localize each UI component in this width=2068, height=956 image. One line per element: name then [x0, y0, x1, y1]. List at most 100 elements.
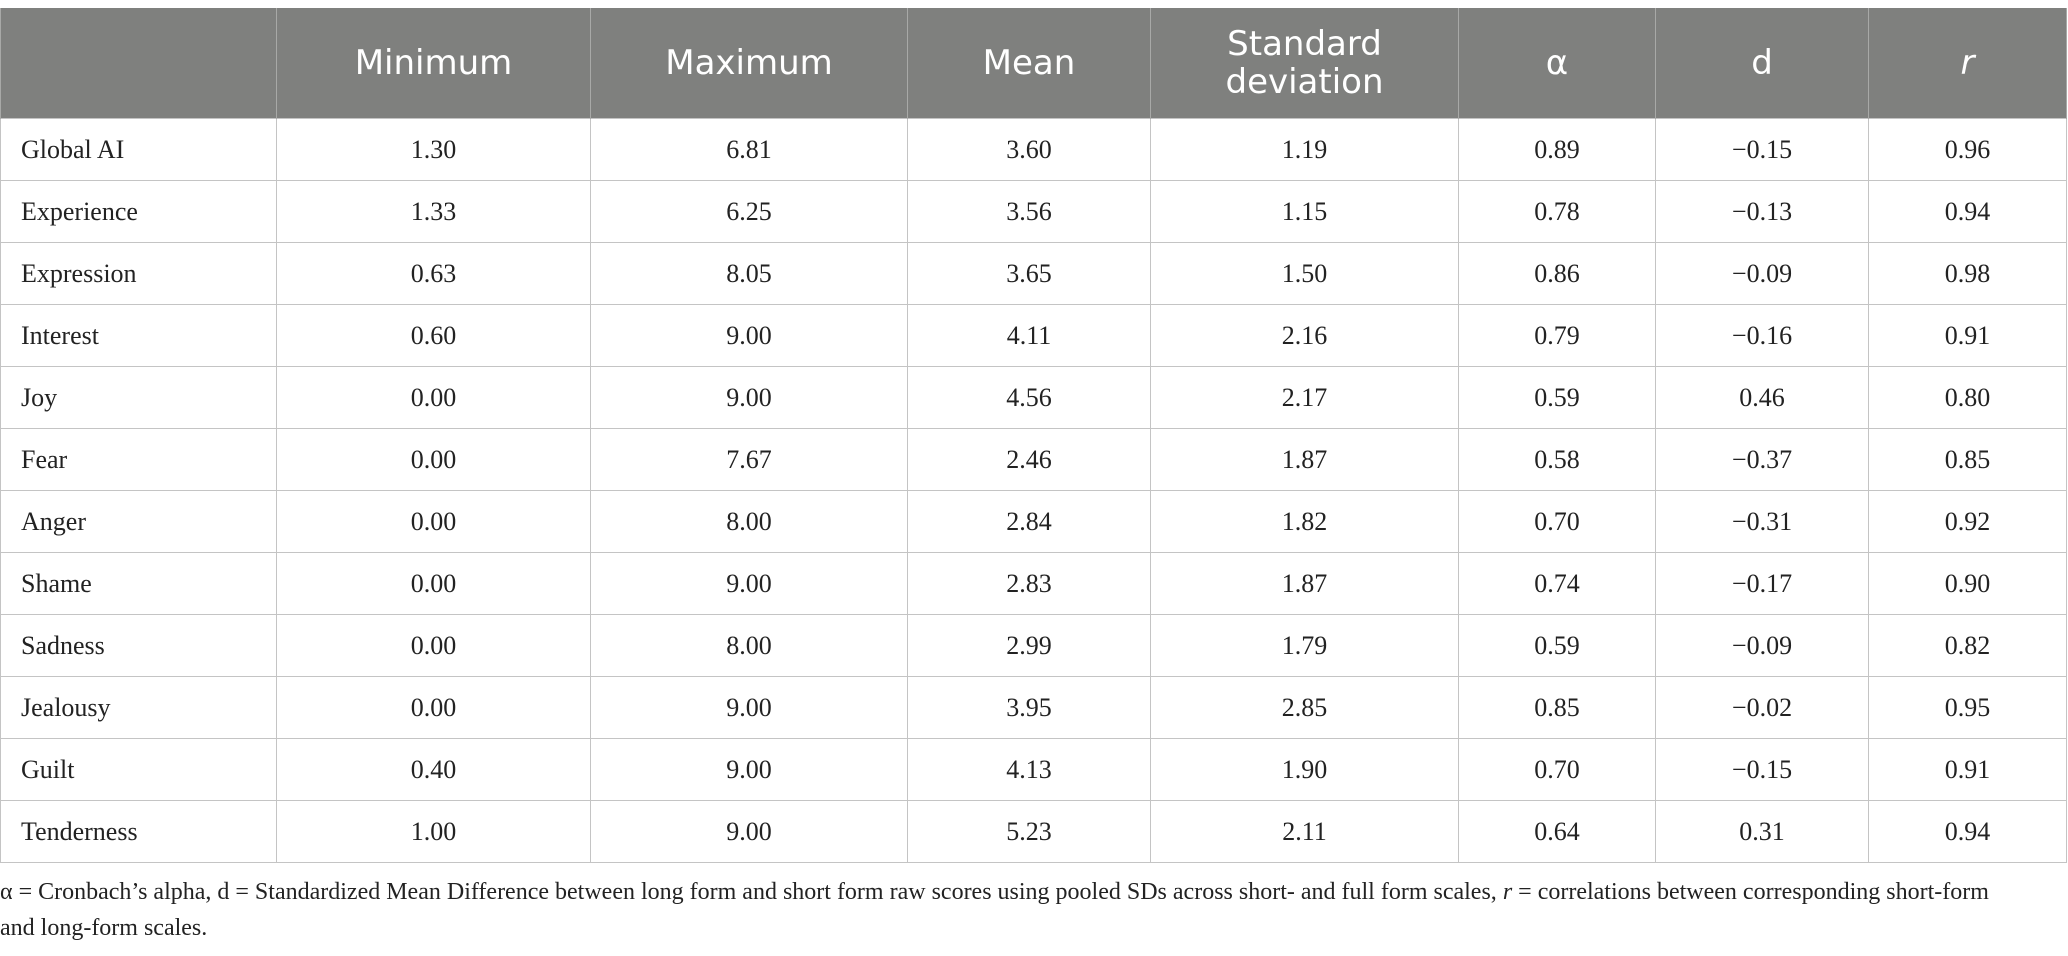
row-label: Expression	[0, 242, 277, 305]
header-cell-standard-deviation: Standard deviation	[1150, 8, 1459, 119]
table-cell: 0.82	[1868, 614, 2067, 677]
table-cell: 4.56	[907, 366, 1151, 429]
row-label: Anger	[0, 490, 277, 553]
table-cell: 9.00	[590, 800, 908, 863]
table-cell: 0.98	[1868, 242, 2067, 305]
table-cell: 0.58	[1458, 428, 1656, 491]
table-cell: 9.00	[590, 552, 908, 615]
table-cell: 9.00	[590, 676, 908, 739]
row-label: Interest	[0, 304, 277, 367]
table-cell: 0.95	[1868, 676, 2067, 739]
table-cell: 0.46	[1655, 366, 1869, 429]
table-row: Interest 0.60 9.00 4.11 2.16 0.79 −0.16 0.91	[0, 304, 2067, 367]
table-cell: 0.89	[1458, 118, 1656, 181]
table-cell: 1.87	[1150, 552, 1459, 615]
table-cell: 0.59	[1458, 614, 1656, 677]
table-row: Jealousy 0.00 9.00 3.95 2.85 0.85 −0.02 0.95	[0, 676, 2067, 739]
row-label: Sadness	[0, 614, 277, 677]
row-label: Guilt	[0, 738, 277, 801]
table-cell: 4.11	[907, 304, 1151, 367]
table-cell: 0.79	[1458, 304, 1656, 367]
table-row: Expression 0.63 8.05 3.65 1.50 0.86 −0.09 0.98	[0, 242, 2067, 305]
table-cell: 0.90	[1868, 552, 2067, 615]
row-label: Jealousy	[0, 676, 277, 739]
table-cell: −0.37	[1655, 428, 1869, 491]
table-cell: 1.19	[1150, 118, 1459, 181]
table-cell: 2.84	[907, 490, 1151, 553]
table-cell: 0.00	[276, 490, 591, 553]
table-cell: 8.00	[590, 490, 908, 553]
table-cell: −0.09	[1655, 242, 1869, 305]
header-cell-r: r	[1868, 8, 2067, 119]
table-cell: 5.23	[907, 800, 1151, 863]
table-cell: 2.85	[1150, 676, 1459, 739]
table-cell: 0.85	[1458, 676, 1656, 739]
table-row: Shame 0.00 9.00 2.83 1.87 0.74 −0.17 0.90	[0, 552, 2067, 615]
row-label: Global AI	[0, 118, 277, 181]
table-row: Global AI 1.30 6.81 3.60 1.19 0.89 −0.15 0.96	[0, 118, 2067, 181]
table-cell: 0.74	[1458, 552, 1656, 615]
table-cell: 7.67	[590, 428, 908, 491]
row-label: Experience	[0, 180, 277, 243]
table-cell: 1.90	[1150, 738, 1459, 801]
table-cell: −0.13	[1655, 180, 1869, 243]
table-cell: 0.59	[1458, 366, 1656, 429]
table-cell: 1.82	[1150, 490, 1459, 553]
row-label: Shame	[0, 552, 277, 615]
table-cell: 3.65	[907, 242, 1151, 305]
table-cell: 3.95	[907, 676, 1151, 739]
row-label: Joy	[0, 366, 277, 429]
table-cell: −0.17	[1655, 552, 1869, 615]
note-r-symbol: r	[1502, 879, 1513, 905]
table-cell: 6.81	[590, 118, 908, 181]
table-cell: 2.83	[907, 552, 1151, 615]
table-cell: 1.87	[1150, 428, 1459, 491]
table-cell: 0.00	[276, 428, 591, 491]
table-cell: 0.70	[1458, 738, 1656, 801]
data-table: Minimum Maximum Mean Standard deviation …	[0, 8, 2067, 863]
header-cell-maximum: Maximum	[590, 8, 908, 119]
table-cell: 2.16	[1150, 304, 1459, 367]
table-note: α = Cronbach’s alpha, d = Standardized M…	[0, 874, 2000, 946]
data-table-container: Minimum Maximum Mean Standard deviation …	[0, 8, 2067, 863]
table-cell: 0.60	[276, 304, 591, 367]
note-text-part1: α = Cronbach’s alpha, d = Standardized M…	[0, 879, 1503, 905]
table-cell: 0.63	[276, 242, 591, 305]
header-cell-mean: Mean	[907, 8, 1151, 119]
table-cell: 0.40	[276, 738, 591, 801]
table-cell: 0.78	[1458, 180, 1656, 243]
table-cell: 1.15	[1150, 180, 1459, 243]
table-body: Global AI 1.30 6.81 3.60 1.19 0.89 −0.15 0.96 Ex…	[0, 118, 2067, 863]
table-cell: 3.60	[907, 118, 1151, 181]
table-cell: 0.94	[1868, 800, 2067, 863]
table-row: Guilt 0.40 9.00 4.13 1.90 0.70 −0.15 0.91	[0, 738, 2067, 801]
table-cell: 0.85	[1868, 428, 2067, 491]
table-cell: 4.13	[907, 738, 1151, 801]
table-cell: −0.02	[1655, 676, 1869, 739]
table-cell: −0.15	[1655, 118, 1869, 181]
table-cell: −0.16	[1655, 304, 1869, 367]
table-cell: 0.91	[1868, 738, 2067, 801]
table-cell: 0.00	[276, 552, 591, 615]
table-cell: 2.11	[1150, 800, 1459, 863]
header-cell-minimum: Minimum	[276, 8, 591, 119]
table-cell: 1.50	[1150, 242, 1459, 305]
row-label: Tenderness	[0, 800, 277, 863]
table-row: Fear 0.00 7.67 2.46 1.87 0.58 −0.37 0.85	[0, 428, 2067, 491]
table-cell: 0.86	[1458, 242, 1656, 305]
table-cell: 9.00	[590, 304, 908, 367]
table-cell: 3.56	[907, 180, 1151, 243]
table-cell: 0.96	[1868, 118, 2067, 181]
table-cell: 9.00	[590, 366, 908, 429]
table-cell: 8.05	[590, 242, 908, 305]
table-cell: 0.64	[1458, 800, 1656, 863]
table-cell: −0.15	[1655, 738, 1869, 801]
table-cell: 1.30	[276, 118, 591, 181]
row-label: Fear	[0, 428, 277, 491]
table-cell: 0.31	[1655, 800, 1869, 863]
table-cell: 0.94	[1868, 180, 2067, 243]
table-row: Sadness 0.00 8.00 2.99 1.79 0.59 −0.09 0.82	[0, 614, 2067, 677]
table-header: Minimum Maximum Mean Standard deviation …	[0, 8, 2067, 119]
table-cell: 2.99	[907, 614, 1151, 677]
table-cell: 9.00	[590, 738, 908, 801]
